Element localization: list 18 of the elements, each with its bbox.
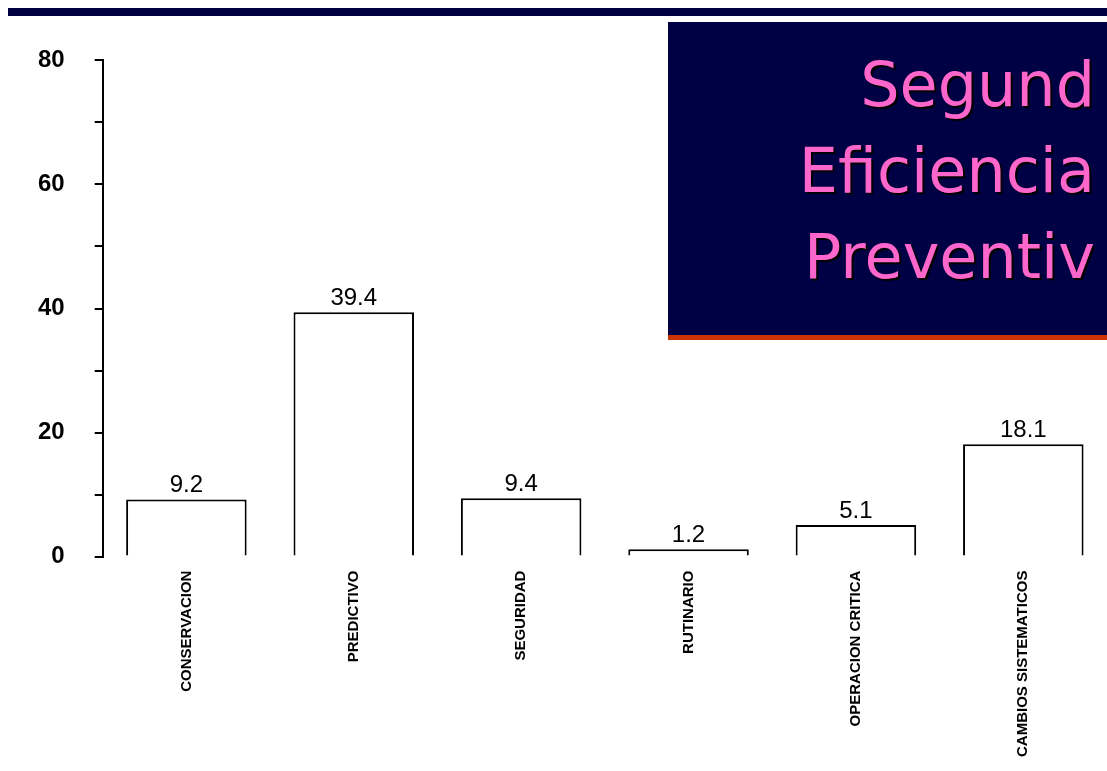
y-tick-label: 40: [37, 293, 65, 321]
x-tick-label: CONSERVACION: [176, 570, 194, 692]
y-tick-label: 80: [37, 45, 65, 73]
data-label: 18.1: [999, 414, 1047, 442]
data-label: 39.4: [330, 282, 378, 310]
data-label: 1.2: [671, 519, 706, 547]
x-tick-label: RUTINARIO: [678, 570, 696, 654]
x-tick-label: CAMBIOS SISTEMATICOS: [1013, 570, 1031, 758]
text: Segund Eficiencia Preventiv: [797, 47, 1095, 295]
data-label: 9.2: [169, 470, 204, 498]
x-tick-label: OPERACION CRITICA: [846, 570, 864, 727]
y-tick-label: 60: [37, 169, 65, 197]
x-tick-label: PREDICTIVO: [343, 570, 361, 663]
data-label: 5.1: [839, 495, 873, 523]
y-tick-label: 20: [37, 417, 65, 445]
x-tick-label: SEGURIDAD: [511, 570, 529, 661]
data-label: 9.4: [504, 468, 538, 496]
y-tick-label: 0: [51, 541, 65, 569]
